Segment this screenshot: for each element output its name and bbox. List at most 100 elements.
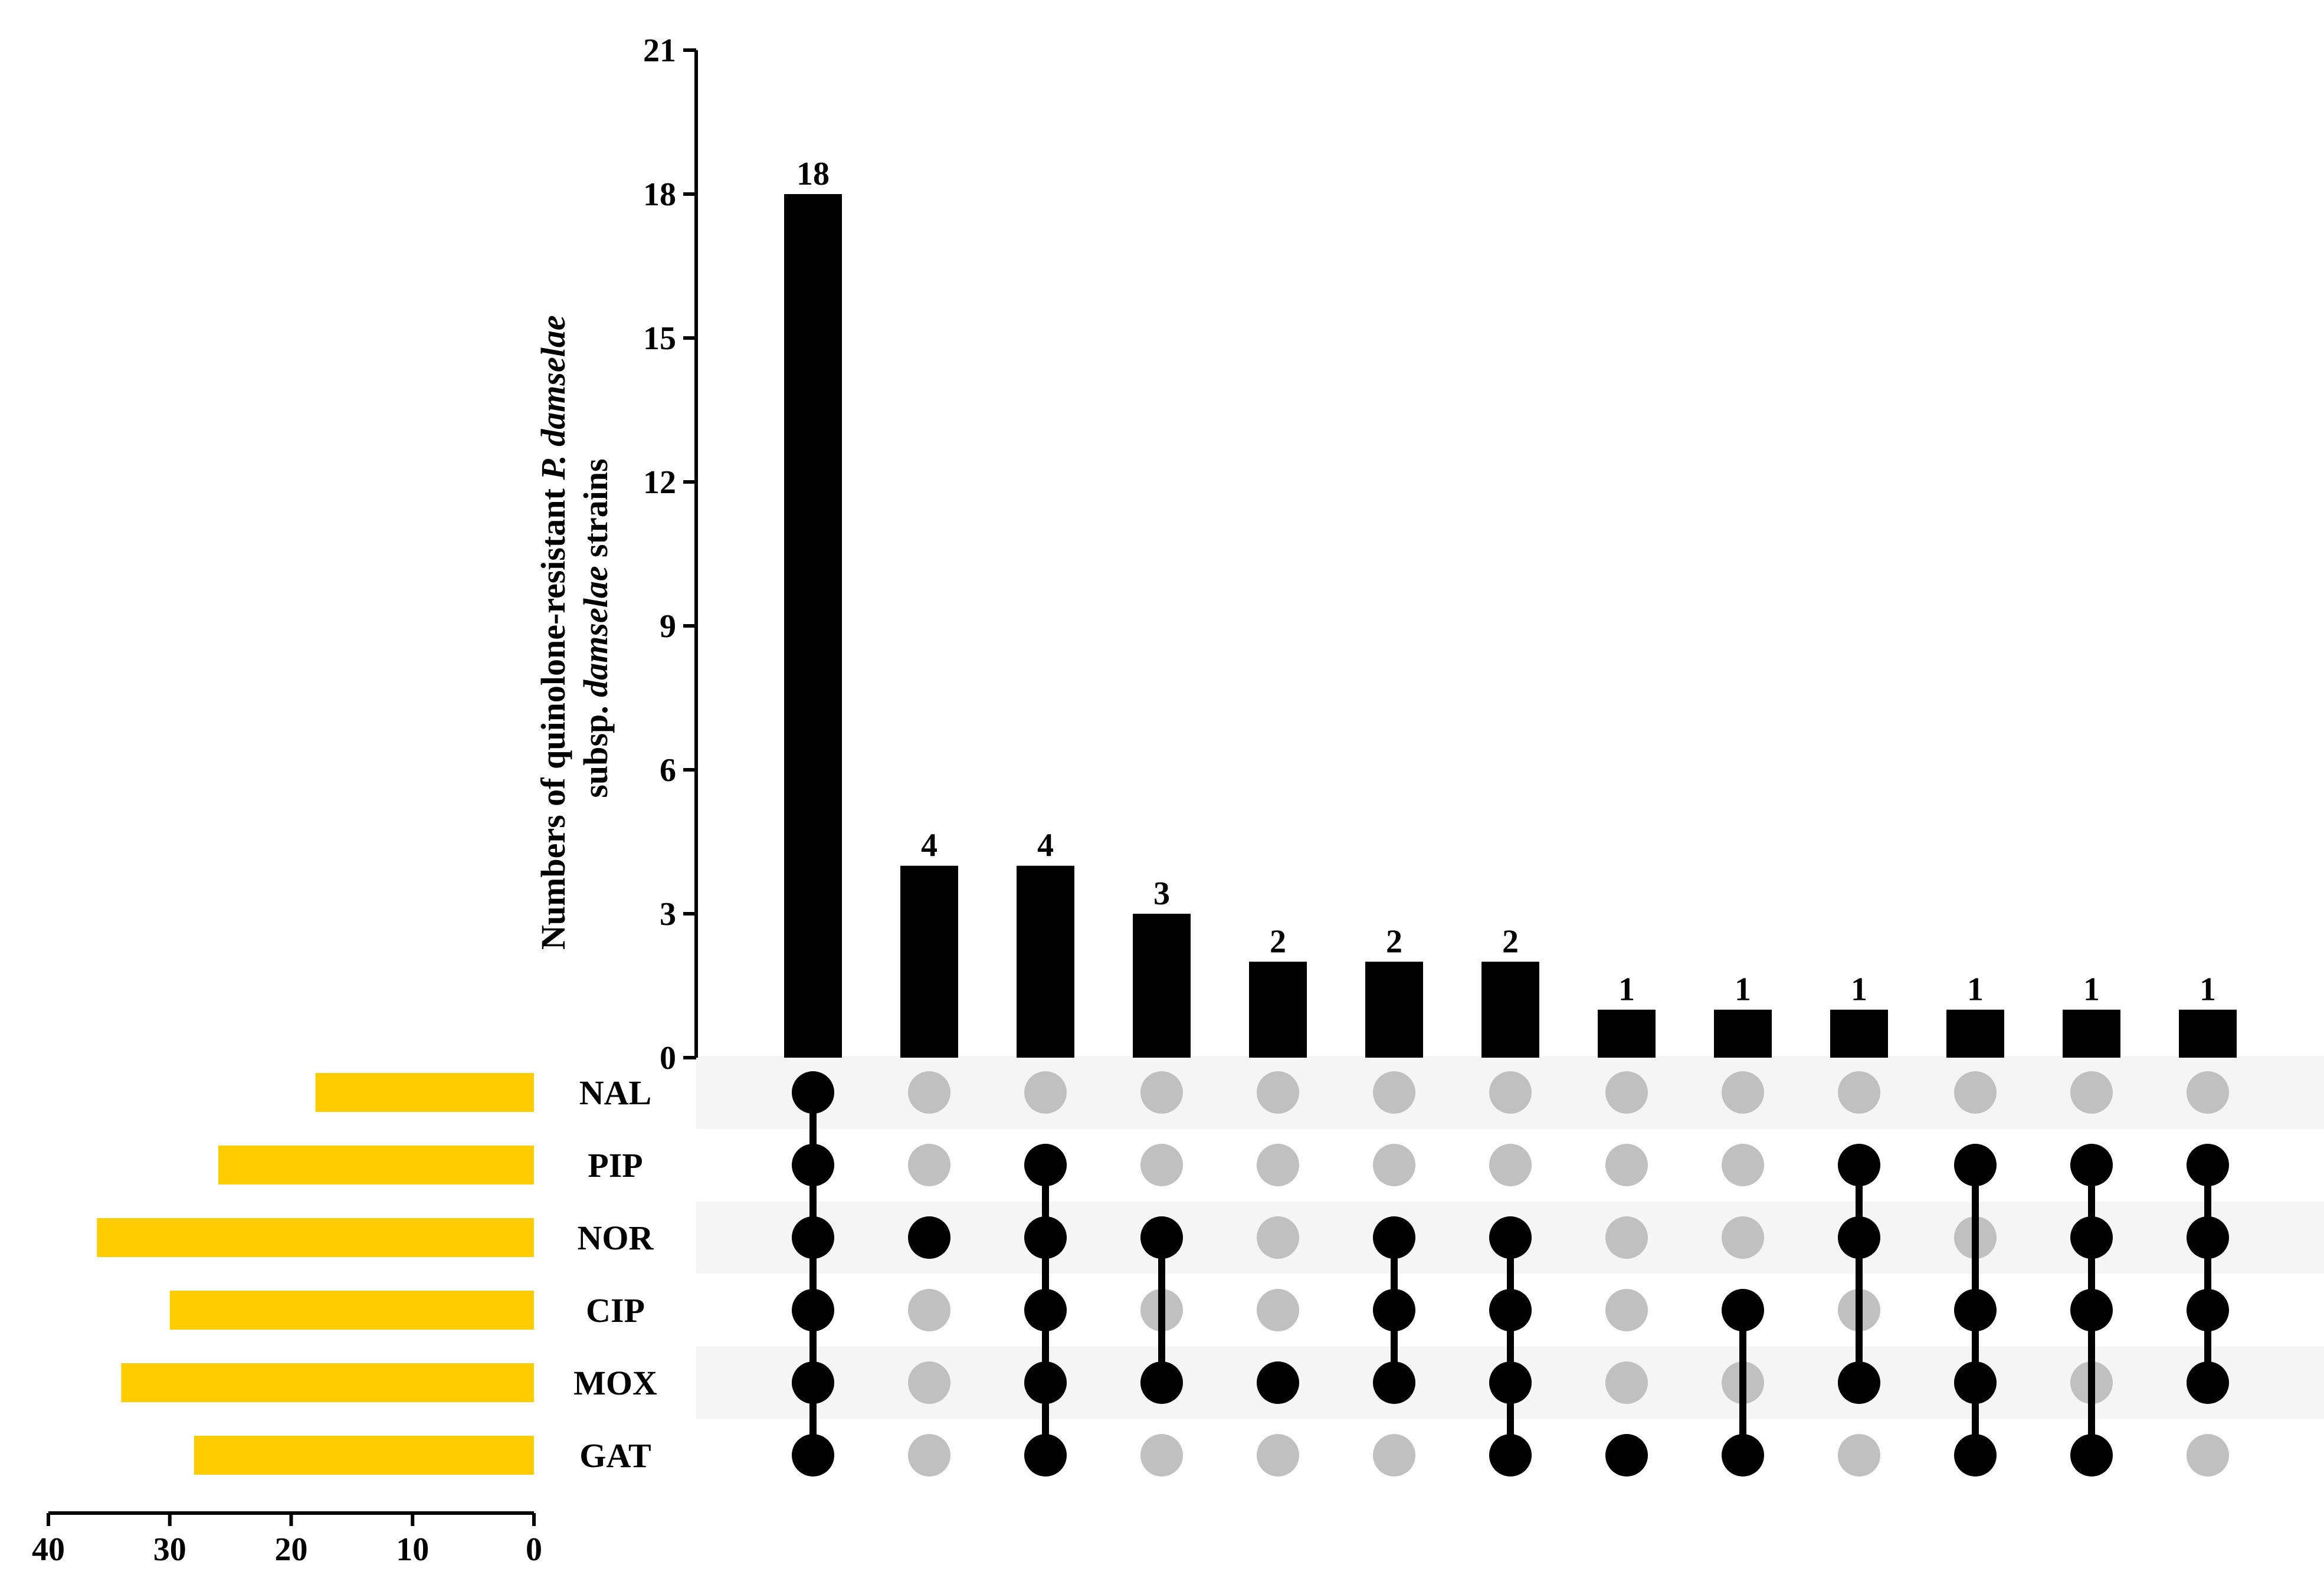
- matrix-dot-active: [2070, 1289, 2113, 1331]
- matrix-dot-active: [1838, 1361, 1880, 1404]
- set-size-bar-nor: [97, 1218, 535, 1257]
- set-size-bar-cip: [169, 1291, 534, 1330]
- matrix-dot-active: [1024, 1289, 1067, 1331]
- intersection-bar: [1133, 914, 1191, 1058]
- matrix-dot-inactive: [1373, 1434, 1415, 1476]
- matrix-dot-active: [1954, 1289, 1997, 1331]
- matrix-dot-active: [1257, 1361, 1299, 1404]
- matrix-dot-inactive: [908, 1361, 950, 1404]
- matrix-dot-inactive: [1489, 1071, 1532, 1114]
- set-label: PIP: [588, 1146, 643, 1184]
- matrix-dot-inactive: [1257, 1434, 1299, 1476]
- matrix-dot-active: [1605, 1434, 1648, 1476]
- set-axis-tick-label: 10: [396, 1531, 429, 1568]
- y-tick-label: 6: [660, 752, 676, 789]
- matrix-dot-inactive: [908, 1434, 950, 1476]
- intersection-bar: [1830, 1009, 1888, 1058]
- matrix-dot-inactive: [2070, 1071, 2113, 1114]
- matrix-dot-active: [2070, 1216, 2113, 1259]
- matrix-dot-inactive: [1373, 1071, 1415, 1114]
- set-label: GAT: [579, 1436, 651, 1475]
- set-size-bar-gat: [194, 1436, 534, 1475]
- intersection-bar: [1598, 1009, 1656, 1058]
- matrix-dot-inactive: [1140, 1071, 1183, 1114]
- intersection-bar: [1017, 865, 1074, 1058]
- matrix-dot-inactive: [1605, 1144, 1648, 1186]
- set-label: MOX: [573, 1364, 657, 1402]
- intersection-bar: [1365, 962, 1423, 1058]
- matrix-dot-inactive: [908, 1289, 950, 1331]
- matrix-dot-inactive: [1722, 1216, 1764, 1259]
- y-tick-label: 3: [660, 896, 676, 933]
- matrix-dot-active: [1024, 1144, 1067, 1186]
- matrix-dot-inactive: [1605, 1216, 1648, 1259]
- matrix-dot-active: [1838, 1144, 1880, 1186]
- matrix-dot-active: [792, 1361, 834, 1404]
- set-size-bar-mox: [121, 1363, 534, 1402]
- matrix-dot-inactive: [1954, 1071, 1997, 1114]
- intersection-bar: [1481, 962, 1539, 1058]
- intersection-bars: 18 4 4 3 2 2 2 1 1 1 1 1 1: [784, 156, 2237, 1058]
- matrix-dot-active: [1373, 1289, 1415, 1331]
- bar-value-label: 1: [1735, 972, 1751, 1008]
- matrix-dot-active: [2187, 1144, 2229, 1186]
- set-axis-tick-label: 40: [32, 1531, 65, 1568]
- y-tick-label: 18: [643, 176, 676, 213]
- set-size-axis: 40 30 20 10 0: [32, 1511, 542, 1568]
- matrix-dot-active: [1954, 1434, 1997, 1476]
- set-axis-tick-label: 30: [153, 1531, 186, 1568]
- bar-value-label: 2: [1270, 923, 1286, 960]
- matrix-dot-active: [1838, 1216, 1880, 1259]
- matrix-dot-active: [2070, 1144, 2113, 1186]
- matrix-dot-active: [2187, 1289, 2229, 1331]
- matrix-dot-inactive: [1257, 1289, 1299, 1331]
- set-size-bar-pip: [218, 1146, 534, 1184]
- set-label: CIP: [586, 1291, 645, 1330]
- bar-value-label: 4: [1037, 828, 1054, 864]
- matrix-dot-inactive: [1373, 1144, 1415, 1186]
- matrix-dot-active: [1024, 1361, 1067, 1404]
- intersection-bar: [1249, 962, 1307, 1058]
- matrix-dot-active: [1722, 1434, 1764, 1476]
- matrix-dot-active: [2070, 1434, 2113, 1476]
- matrix-dot-active: [908, 1216, 950, 1259]
- matrix-dot-active: [792, 1289, 834, 1331]
- bar-value-label: 1: [1967, 972, 1984, 1008]
- matrix-dot-active: [1140, 1216, 1183, 1259]
- matrix-dot-inactive: [1140, 1434, 1183, 1476]
- matrix-dot-inactive: [2187, 1434, 2229, 1476]
- intersection-bar: [900, 865, 958, 1058]
- matrix-dot-active: [1489, 1361, 1532, 1404]
- set-axis-tick-label: 0: [526, 1531, 542, 1568]
- y-tick-label: 15: [643, 320, 676, 357]
- matrix-dot-inactive: [1489, 1144, 1532, 1186]
- matrix-dot-active: [1024, 1434, 1067, 1476]
- bar-value-label: 2: [1386, 923, 1402, 960]
- y-tick-label: 0: [660, 1040, 676, 1077]
- matrix-dot-active: [1024, 1216, 1067, 1259]
- bar-value-label: 3: [1153, 875, 1170, 912]
- bar-value-label: 1: [2083, 972, 2100, 1008]
- intersection-bar: [2179, 1009, 2237, 1058]
- matrix-dot-inactive: [908, 1071, 950, 1114]
- bar-value-label: 4: [921, 828, 938, 864]
- matrix-dot-inactive: [1257, 1144, 1299, 1186]
- matrix-dot-inactive: [1838, 1071, 1880, 1114]
- set-label: NOR: [578, 1219, 654, 1257]
- matrix-dot-active: [792, 1216, 834, 1259]
- matrix-dot-inactive: [1722, 1144, 1764, 1186]
- matrix-dot-inactive: [908, 1144, 950, 1186]
- matrix-dot-active: [792, 1434, 834, 1476]
- matrix-dot-inactive: [2187, 1071, 2229, 1114]
- intersection-bar: [1946, 1009, 2004, 1058]
- bar-value-label: 2: [1502, 923, 1519, 960]
- matrix-dot-active: [1722, 1289, 1764, 1331]
- set-axis-tick-label: 20: [275, 1531, 308, 1568]
- bar-value-label: 1: [1618, 972, 1635, 1008]
- y-tick-label: 21: [643, 32, 676, 69]
- matrix-dot-inactive: [1257, 1071, 1299, 1114]
- intersection-bar: [1714, 1009, 1772, 1058]
- matrix-dot-active: [1954, 1361, 1997, 1404]
- y-tick-label: 12: [643, 464, 676, 501]
